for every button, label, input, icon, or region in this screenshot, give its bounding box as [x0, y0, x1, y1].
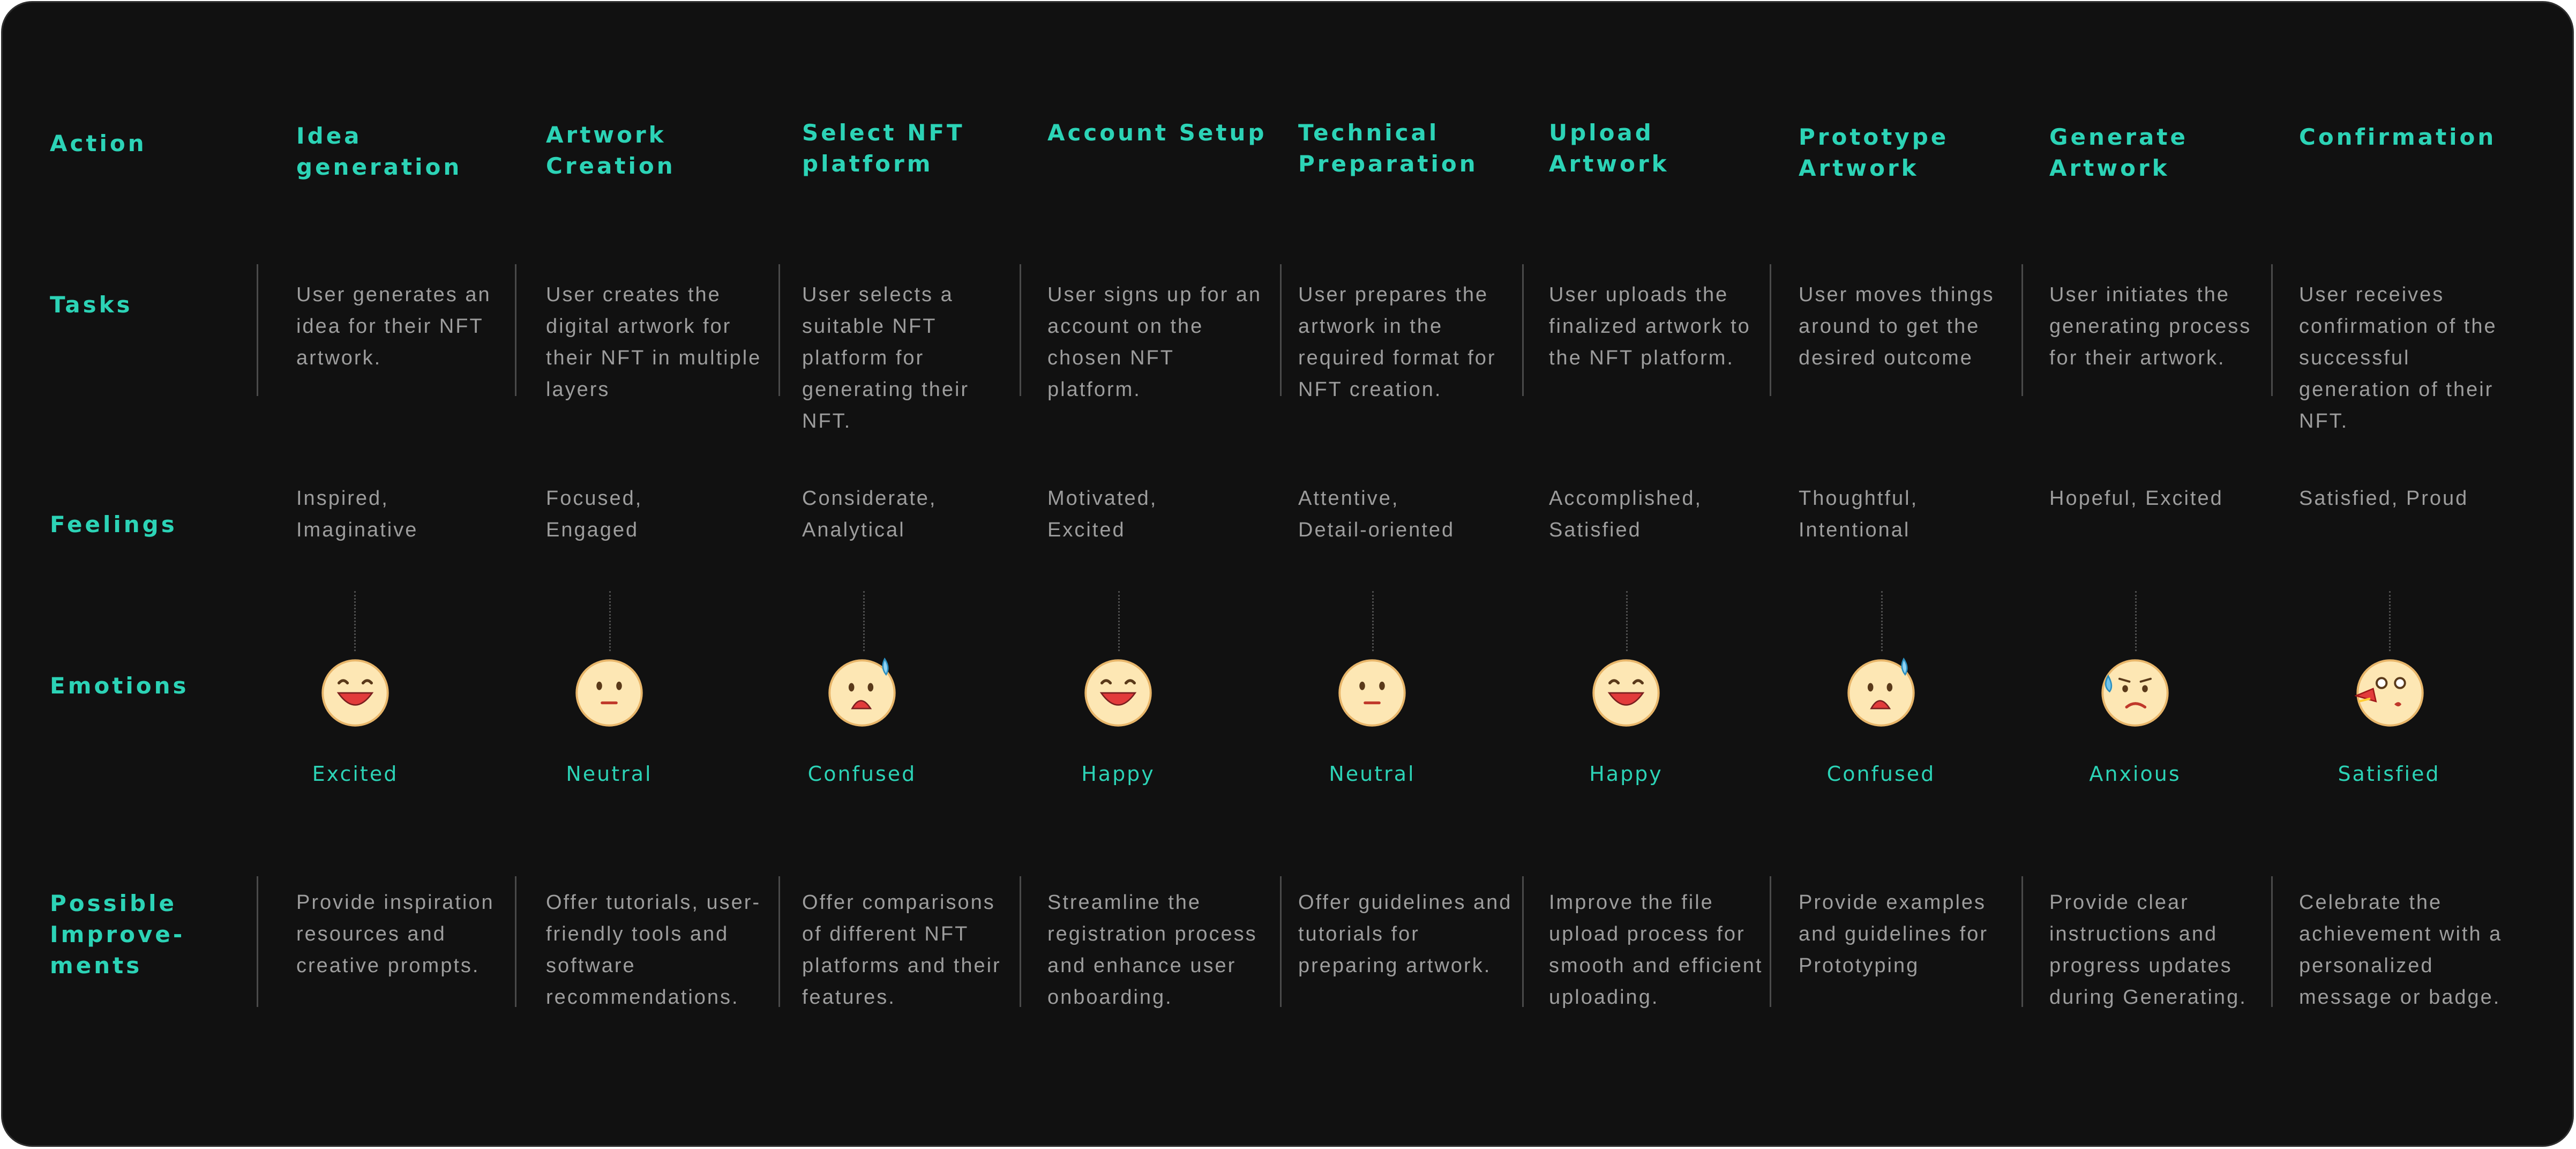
feelings-text: Accomplished, Satisfied [1549, 487, 1703, 541]
row-label-emotions: Emotions [50, 673, 189, 699]
emotion-connector [1118, 591, 1120, 651]
stage-title-artwork-creation: Artwork Creation [546, 122, 676, 179]
stage-title-technical-preparation: Technical Preparation [1298, 120, 1478, 177]
party-face-icon [2355, 659, 2424, 727]
column-divider [2271, 264, 2273, 396]
improvement-text: Improve the file upload process for smoo… [1549, 891, 1763, 1009]
column-divider [778, 876, 780, 1007]
row-label-action: Action [50, 130, 147, 156]
emotion-label: Happy [1589, 762, 1663, 786]
task-text: User generates an idea for their NFT art… [296, 283, 491, 369]
feelings-text: Satisfied, Proud [2299, 487, 2469, 510]
neutral-face-icon [575, 659, 643, 727]
stage-title-select-nft-platform: Select NFT platform [802, 120, 965, 177]
emotion-label: Confused [807, 762, 917, 786]
column-divider [2021, 876, 2023, 1007]
emotion-label: Neutral [566, 762, 653, 786]
feelings-text: Hopeful, Excited [2049, 487, 2223, 510]
confused-face-icon [828, 658, 896, 727]
column-divider [778, 264, 780, 396]
column-divider [515, 264, 516, 396]
emotion-label: Confused [1826, 762, 1936, 786]
task-text: User creates the digital artwork for the… [546, 283, 762, 401]
feelings-text: Thoughtful, Intentional [1799, 487, 1919, 541]
improvement-text: Provide clear instructions and progress … [2049, 891, 2247, 1009]
stage-title-generate-artwork: Generate Artwork [2049, 124, 2188, 181]
column-divider [257, 264, 258, 396]
task-text: User signs up for an account on the chos… [1047, 283, 1262, 401]
feelings-text: Inspired, Imaginative [296, 487, 418, 541]
emotion-connector [1881, 591, 1883, 651]
emotion-connector [863, 591, 865, 651]
emotion-connector [1626, 591, 1628, 651]
column-divider [515, 876, 516, 1007]
column-divider [1770, 264, 1771, 396]
task-text: User moves things around to get the desi… [1799, 283, 1995, 369]
stage-title-idea-generation: Idea generation [296, 123, 462, 180]
feelings-text: Attentive, Detail-oriented [1298, 487, 1455, 541]
feelings-text: Motivated, Excited [1047, 487, 1158, 541]
task-text: User prepares the artwork in the require… [1298, 283, 1496, 401]
column-divider [1522, 876, 1524, 1007]
row-label-improvements: Possible Improve- ments [50, 890, 185, 979]
improvement-text: Provide inspiration resources and creati… [296, 891, 495, 977]
anxious-face-icon [2101, 659, 2169, 727]
happy-face-icon [1592, 659, 1660, 727]
improvement-text: Celebrate the achievement with a persona… [2299, 891, 2503, 1009]
stage-title-account-setup: Account Setup [1047, 120, 1267, 146]
improvement-text: Offer tutorials, user-friendly tools and… [546, 891, 761, 1009]
feelings-text: Focused, Engaged [546, 487, 643, 541]
column-divider [2271, 876, 2273, 1007]
column-divider [2021, 264, 2023, 396]
improvement-text: Provide examples and guidelines for Prot… [1799, 891, 1988, 977]
emotion-label: Anxious [2089, 762, 2181, 786]
emotion-connector [2389, 591, 2391, 651]
column-divider [1020, 876, 1021, 1007]
task-text: User initiates the generating process fo… [2049, 283, 2252, 369]
emotion-label: Happy [1081, 762, 1155, 786]
emotion-label: Neutral [1329, 762, 1416, 786]
task-text: User selects a suitable NFT platform for… [802, 283, 970, 432]
stage-title-prototype-artwork: Prototype Artwork [1799, 124, 1949, 181]
emotion-connector [354, 591, 356, 651]
excited-face-icon [321, 659, 389, 727]
row-label-tasks: Tasks [50, 292, 133, 318]
confused-face-icon [1847, 658, 1915, 727]
emotion-label: Excited [312, 762, 399, 786]
stage-title-confirmation: Confirmation [2299, 124, 2497, 150]
emotion-connector [1372, 591, 1374, 651]
column-divider [1770, 876, 1771, 1007]
improvement-text: Streamline the registration process and … [1047, 891, 1257, 1009]
improvement-text: Offer guidelines and tutorials for prepa… [1298, 891, 1512, 977]
task-text: User receives confirmation of the succes… [2299, 283, 2497, 432]
column-divider [257, 876, 258, 1007]
column-divider [1280, 876, 1282, 1007]
emotion-label: Satisfied [2338, 762, 2440, 786]
row-label-feelings: Feelings [50, 511, 177, 538]
stage-title-upload-artwork: Upload Artwork [1549, 120, 1669, 177]
column-divider [1020, 264, 1021, 396]
task-text: User uploads the finalized artwork to th… [1549, 283, 1751, 369]
feelings-text: Considerate, Analytical [802, 487, 937, 541]
column-divider [1280, 264, 1282, 396]
neutral-face-icon [1338, 659, 1406, 727]
emotion-connector [2135, 591, 2137, 651]
happy-face-icon [1084, 659, 1152, 727]
improvement-text: Offer comparisons of different NFT platf… [802, 891, 1001, 1009]
column-divider [1522, 264, 1524, 396]
emotion-connector [609, 591, 611, 651]
